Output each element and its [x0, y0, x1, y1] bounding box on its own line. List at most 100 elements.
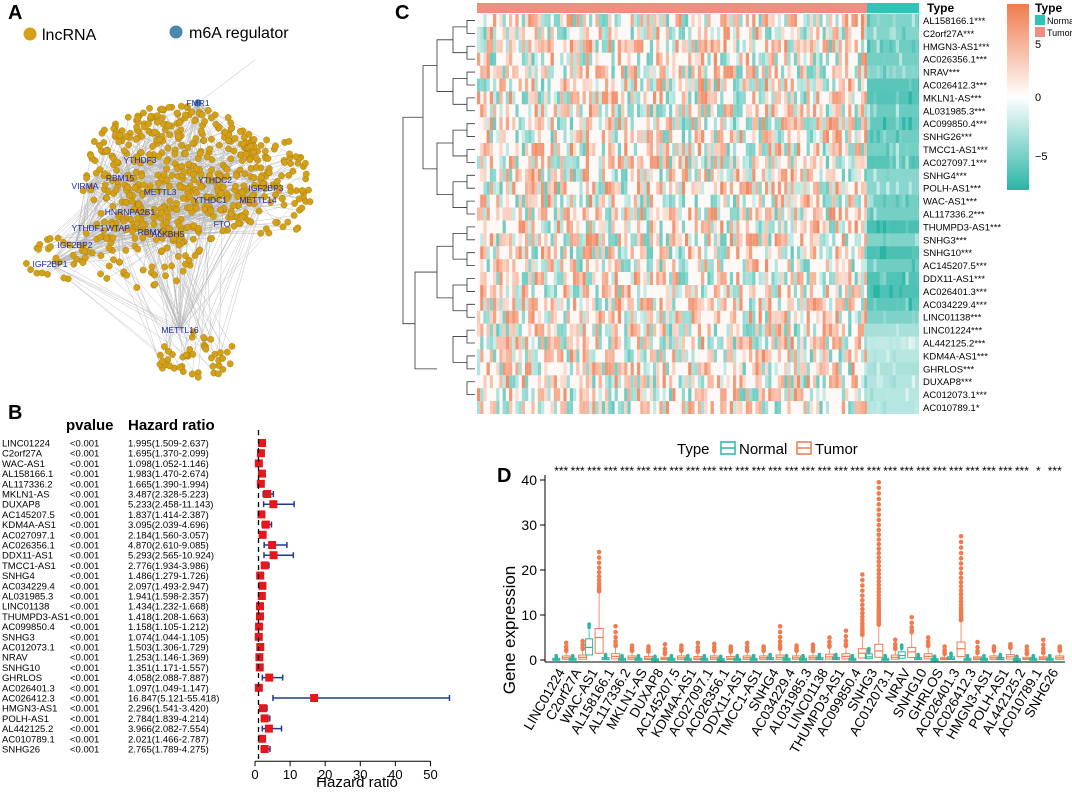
lncrna-node	[292, 153, 300, 160]
heatmap-normal-cell	[873, 39, 877, 54]
heatmap-cell	[659, 336, 663, 350]
heatmap-cell	[736, 323, 740, 337]
heatmap-cell	[569, 168, 573, 183]
heatmap-cell	[717, 104, 721, 118]
heatmap-cell	[614, 285, 618, 299]
heatmap-cell	[790, 168, 794, 183]
heatmap-cell	[582, 78, 586, 92]
heatmap-cell	[531, 401, 535, 414]
heatmap-cell	[531, 91, 535, 105]
heatmap-cell	[685, 155, 689, 170]
heatmap-normal-cell	[867, 233, 919, 247]
heatmap-cell	[553, 259, 557, 273]
heatmap-cell	[557, 207, 561, 221]
heatmap-cell	[781, 310, 785, 325]
normal-outlier	[554, 653, 559, 658]
heatmap-cell	[569, 39, 573, 54]
heatmap-cell	[499, 362, 503, 376]
heatmap-cell	[691, 297, 695, 312]
heatmap-normal-cell	[867, 401, 871, 414]
lncrna-node	[27, 266, 34, 273]
heatmap-cell	[598, 91, 602, 105]
heatmap-cell	[758, 362, 762, 376]
heatmap-cell	[742, 362, 746, 376]
lncrna-node	[285, 171, 293, 179]
heatmap-cell	[486, 52, 490, 66]
heatmap-cell	[793, 272, 797, 286]
heatmap-normal-cell	[918, 65, 919, 79]
heatmap-cell	[755, 220, 759, 234]
heatmap-cell	[745, 336, 749, 350]
heatmap-dendrogram	[402, 20, 475, 396]
heatmap-cell	[832, 272, 836, 286]
heatmap-row-label: AL117336.2***	[923, 210, 985, 221]
heatmap-cell	[601, 26, 605, 41]
lncrna-node	[126, 191, 133, 199]
heatmap-cell	[755, 388, 759, 402]
heatmap-cell	[630, 14, 634, 28]
heatmap-cell	[477, 39, 481, 54]
heatmap-row-label: C2orf27A***	[923, 29, 975, 40]
heatmap-cell	[790, 388, 794, 402]
heatmap-cell	[624, 259, 628, 273]
heatmap-cell	[777, 168, 781, 183]
heatmap-cell	[566, 26, 570, 41]
heatmap-cell	[563, 168, 567, 183]
heatmap-cell	[765, 104, 769, 118]
heatmap-row-label: WAC-AS1***	[923, 197, 977, 208]
network-edge	[117, 227, 120, 263]
heatmap-cell	[489, 349, 493, 363]
heatmap-cell	[541, 336, 545, 350]
heatmap-normal-cell	[883, 272, 887, 286]
lncrna-node	[250, 174, 258, 181]
heatmap-cell	[515, 14, 519, 28]
heatmap-cell	[528, 104, 532, 118]
lncrna-node	[124, 113, 132, 121]
forest-pvalue: <0.001	[70, 530, 99, 541]
heatmap-cell	[553, 181, 557, 195]
heatmap-cell	[832, 104, 836, 118]
heatmap-cell	[774, 26, 778, 41]
heatmap-cell	[669, 130, 673, 144]
heatmap-cell	[595, 65, 599, 79]
heatmap-cell	[829, 14, 833, 28]
heatmap-cell	[646, 310, 650, 325]
lncrna-node	[212, 121, 220, 128]
forest-gene-label: AC026356.1	[2, 541, 55, 552]
heatmap-cell	[723, 285, 727, 299]
heatmap-cell	[601, 130, 605, 144]
normal-outlier	[620, 653, 624, 658]
heatmap-cell	[576, 246, 580, 260]
heatmap-cell	[736, 155, 740, 170]
heatmap-cell	[569, 52, 573, 66]
heatmap-cell	[771, 272, 775, 286]
heatmap-cell	[777, 297, 781, 312]
hub-label: RBM15	[106, 173, 135, 183]
heatmap-cell	[605, 117, 609, 131]
heatmap-cell	[627, 336, 631, 350]
heatmap-cell	[509, 39, 513, 54]
heatmap-cell	[835, 375, 839, 389]
heatmap-cell	[832, 155, 836, 170]
heatmap-cell	[502, 362, 506, 376]
heatmap-cell	[787, 259, 791, 273]
heatmap-cell	[720, 259, 724, 273]
heatmap-cell	[672, 220, 676, 234]
heatmap-cell	[838, 78, 842, 92]
heatmap-cell	[560, 349, 564, 363]
lncrna-node	[194, 373, 202, 381]
heatmap-cell	[691, 246, 695, 260]
heatmap-cell	[790, 375, 794, 389]
heatmap-cell	[765, 233, 769, 247]
heatmap-cell	[835, 91, 839, 105]
heatmap-cell	[521, 246, 525, 260]
lncrna-node	[293, 187, 300, 194]
heatmap-cell	[774, 194, 778, 208]
heatmap-cell	[662, 246, 666, 260]
heatmap-cell	[816, 388, 820, 402]
heatmap-cell	[701, 388, 705, 402]
heatmap-cell	[544, 388, 548, 402]
heatmap-cell	[563, 130, 567, 144]
heatmap-cell	[608, 207, 612, 221]
heatmap-cell	[528, 323, 532, 337]
